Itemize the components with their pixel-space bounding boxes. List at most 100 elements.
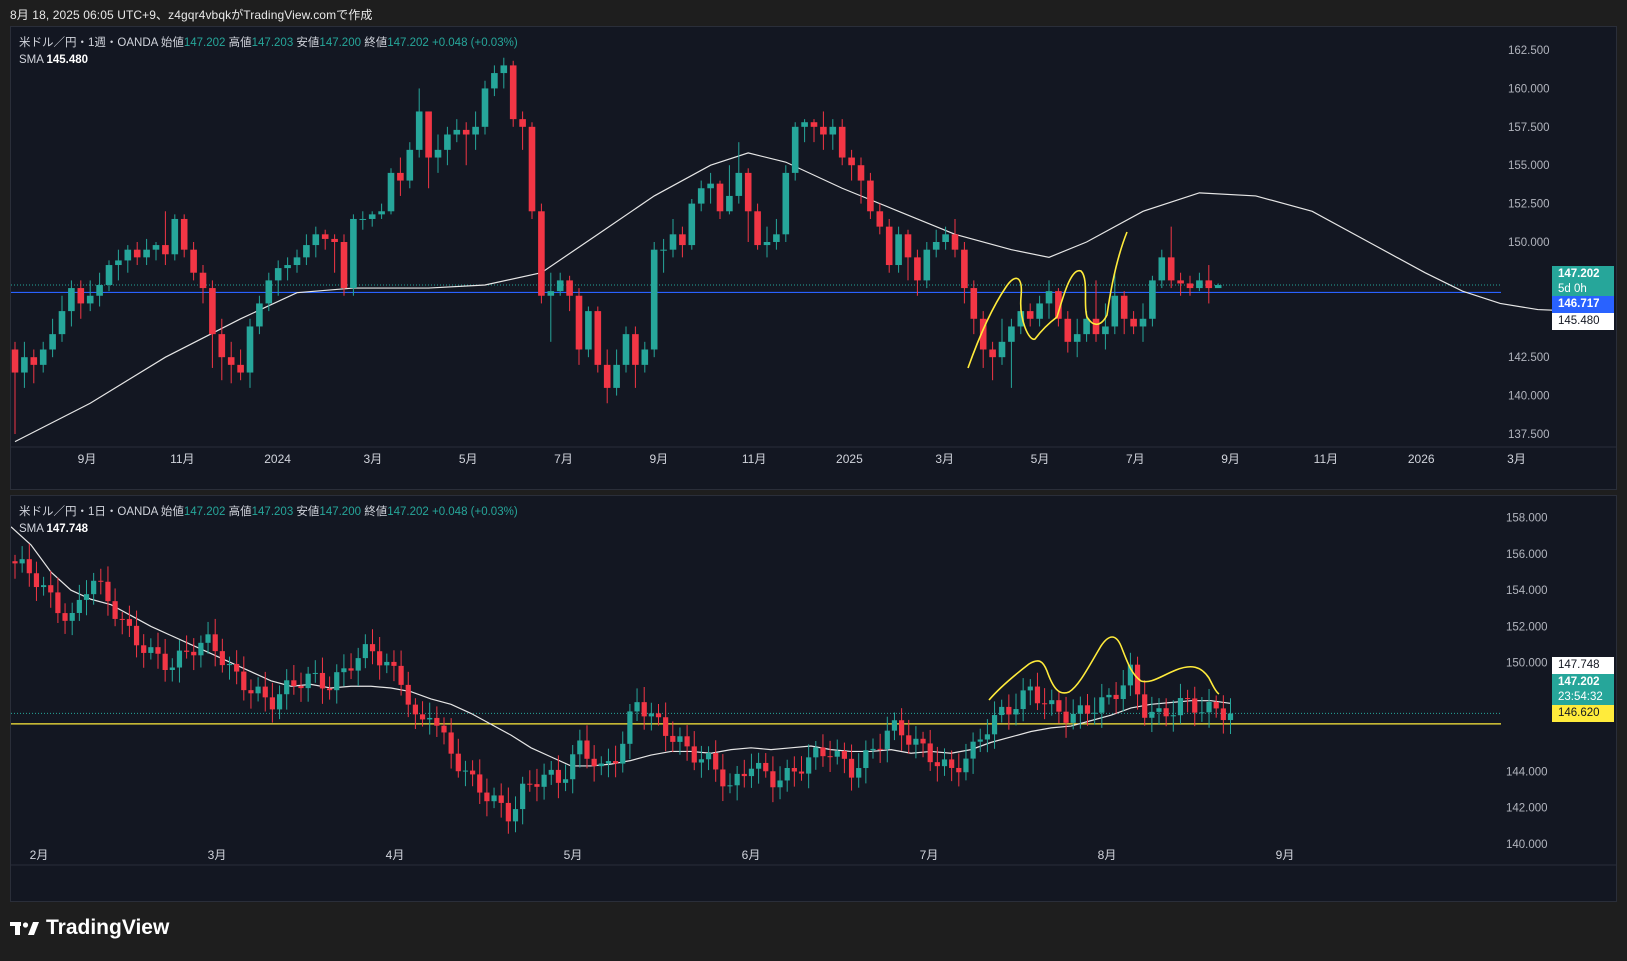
candle-body xyxy=(1149,280,1156,319)
candle xyxy=(69,602,75,636)
candle-body xyxy=(527,783,533,785)
candle xyxy=(327,676,333,700)
x-axis-tick-label: 3月 xyxy=(935,452,954,466)
candle xyxy=(827,740,833,772)
candle xyxy=(58,295,66,342)
candle xyxy=(448,718,454,769)
candle xyxy=(548,760,554,785)
trend-drawing xyxy=(967,231,1128,369)
candle xyxy=(484,778,490,817)
candle xyxy=(470,760,476,787)
candle-body xyxy=(86,295,94,304)
candle-body xyxy=(820,747,826,757)
daily-last-price: 147.202 xyxy=(1558,676,1600,688)
candle xyxy=(519,111,526,150)
candle xyxy=(298,672,304,702)
candle xyxy=(1027,679,1033,706)
candle xyxy=(598,756,604,776)
candle xyxy=(707,172,714,204)
candle-body xyxy=(26,559,32,574)
candle-body xyxy=(1034,686,1041,704)
candle-body xyxy=(1139,318,1147,327)
candle-body xyxy=(562,779,569,783)
candle-body xyxy=(398,665,404,685)
candle xyxy=(870,738,876,759)
weekly-chart-pane[interactable]: 162.500 160.000 157.500 155.000 152.500 150.0… xyxy=(10,26,1617,490)
candle xyxy=(684,725,690,761)
candle-body xyxy=(30,357,38,365)
x-axis-tick-label: 5月 xyxy=(564,848,583,862)
candle-body xyxy=(199,272,207,289)
candle xyxy=(691,731,697,771)
candle xyxy=(763,226,771,258)
candle xyxy=(143,238,150,266)
weekly-symbol[interactable]: 米ドル／円・1週・OANDA xyxy=(19,37,158,49)
candle xyxy=(105,260,113,292)
candle-body xyxy=(419,714,426,720)
weekly-price-tag: 147.202 5d 0h xyxy=(1552,266,1614,298)
candle-body xyxy=(841,751,847,759)
candle xyxy=(398,650,404,696)
candle-body xyxy=(384,661,390,666)
candle xyxy=(913,726,919,759)
candle xyxy=(48,570,54,608)
candle xyxy=(1113,682,1119,714)
candle xyxy=(741,759,747,788)
candle-body xyxy=(191,651,197,656)
candle xyxy=(341,654,347,687)
candle xyxy=(462,760,469,787)
candle-body xyxy=(1017,311,1025,327)
daily-chart-pane[interactable]: 158.000 156.000 154.000 152.000 150.000 144.0… xyxy=(10,495,1617,902)
candle-body xyxy=(348,668,354,671)
candle-body xyxy=(584,740,590,759)
candle xyxy=(321,229,329,250)
candle-body xyxy=(963,758,969,773)
candle-body xyxy=(923,249,931,281)
candle xyxy=(1111,272,1119,335)
candle xyxy=(241,656,247,701)
candle-body xyxy=(1106,694,1112,698)
candle xyxy=(26,543,32,587)
daily-symbol[interactable]: 米ドル／円・1日・OANDA xyxy=(19,506,158,518)
weekly-sma-row[interactable]: SMA 145.480 xyxy=(19,52,518,69)
candle-body xyxy=(650,249,658,350)
candle xyxy=(83,580,90,616)
x-axis-tick-label: 7月 xyxy=(1126,452,1145,466)
candle-body xyxy=(169,667,175,670)
weekly-chart-canvas[interactable]: 162.500 160.000 157.500 155.000 152.500 150.0… xyxy=(11,27,1617,490)
tradingview-logo[interactable]: TradingView xyxy=(10,916,169,940)
candle xyxy=(303,234,310,266)
candle xyxy=(716,180,724,219)
candle xyxy=(477,759,483,804)
candle-body xyxy=(1073,334,1081,342)
candle-body xyxy=(241,671,247,691)
candle-body xyxy=(754,211,761,246)
candle-body xyxy=(190,249,197,273)
candle xyxy=(11,341,19,434)
candle xyxy=(218,318,226,381)
candle-body xyxy=(1142,694,1148,718)
candle xyxy=(312,660,318,683)
candle-body xyxy=(548,769,554,775)
candle-body xyxy=(1192,698,1198,713)
candle xyxy=(820,734,826,767)
candle-body xyxy=(734,773,740,786)
candle xyxy=(505,787,511,834)
close-value: 147.202 xyxy=(387,37,429,49)
candle xyxy=(984,719,990,753)
candle-body xyxy=(48,585,54,593)
candle-body xyxy=(520,783,526,810)
candle-body xyxy=(827,756,833,758)
candle-body xyxy=(810,122,818,127)
candle xyxy=(744,168,752,242)
x-axis-tick-label: 2024 xyxy=(264,452,291,466)
candle xyxy=(538,203,545,304)
candle-body xyxy=(226,663,233,666)
candle xyxy=(1199,696,1205,722)
candle xyxy=(570,745,576,794)
candle xyxy=(152,242,160,261)
daily-chart-canvas[interactable]: 158.000 156.000 154.000 152.000 150.000 144.0… xyxy=(11,496,1617,902)
candle xyxy=(368,211,376,227)
daily-sma-row[interactable]: SMA 147.748 xyxy=(19,521,518,538)
candle-body xyxy=(570,754,576,780)
